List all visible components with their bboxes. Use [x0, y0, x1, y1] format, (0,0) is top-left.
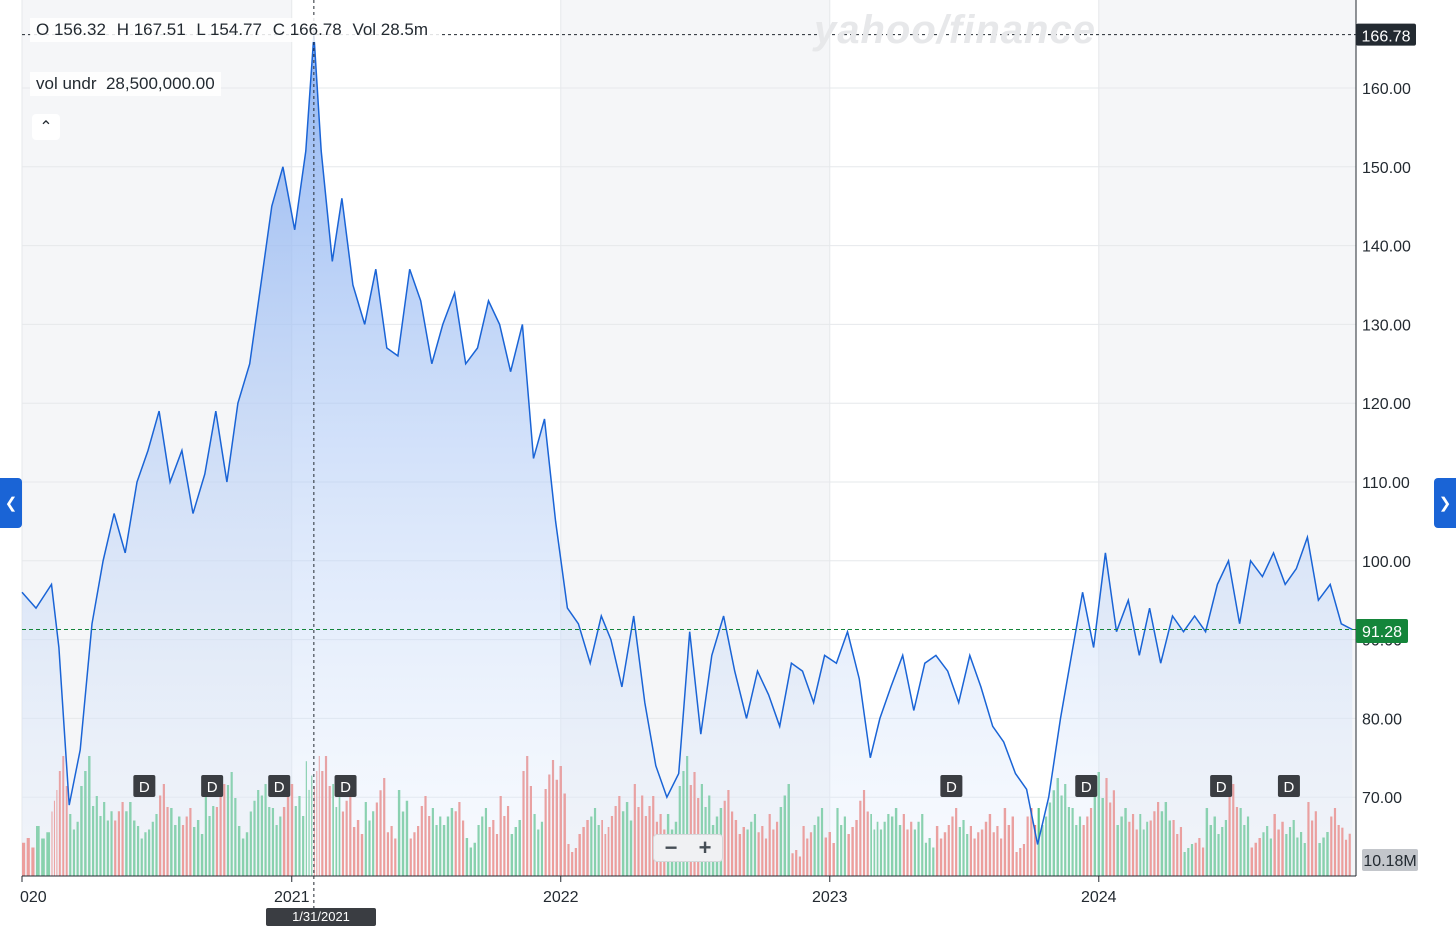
dividend-marker-label: D — [340, 779, 351, 796]
dividend-marker-box — [1277, 775, 1300, 797]
x-tick-label: 2021 — [274, 889, 310, 906]
dividend-marker-label: D — [1216, 779, 1227, 796]
open-value: O 156.32 — [36, 20, 106, 39]
dividend-marker-box — [268, 775, 291, 797]
crosshair-price-label: 166.78 — [1362, 29, 1411, 46]
dividend-marker-label: D — [946, 779, 957, 796]
dividend-marker-label: D — [207, 779, 218, 796]
dividend-marker[interactable]: D — [334, 775, 357, 797]
dividend-marker-box — [334, 775, 357, 797]
volume-indicator-legend: vol undr 28,500,000.00 — [30, 72, 221, 96]
zoom-out-button[interactable]: − — [664, 835, 678, 860]
scroll-right-button[interactable]: ❯ — [1434, 478, 1456, 528]
volume-indicator-name: vol undr — [36, 74, 97, 93]
current-price-label: 91.28 — [1362, 624, 1402, 641]
dividend-marker[interactable]: D — [201, 775, 224, 797]
scroll-left-button[interactable]: ❮ — [0, 478, 22, 528]
volume-value: Vol 28.5m — [352, 20, 429, 39]
y-tick-label: 70.00 — [1362, 790, 1402, 807]
dividend-marker-box — [201, 775, 224, 797]
y-tick-label: 100.00 — [1362, 554, 1411, 571]
close-value: C 166.78 — [272, 20, 342, 39]
price-area-fill — [22, 34, 1353, 876]
alternating-year-bands — [22, 0, 1356, 876]
dividend-marker-box — [940, 775, 963, 797]
dividend-marker-box — [133, 775, 156, 797]
y-axis-ticks: 70.0080.0090.00100.00110.00120.00130.001… — [1362, 81, 1411, 807]
crosshair-price-badge: 166.78 — [1356, 23, 1416, 46]
low-value: L 154.77 — [196, 20, 262, 39]
y-tick-label: 80.00 — [1362, 711, 1402, 728]
y-tick-label: 110.00 — [1362, 475, 1410, 492]
x-tick-label: 2024 — [1081, 889, 1117, 906]
dividend-marker[interactable]: D — [1075, 775, 1098, 797]
price-line — [21, 34, 1353, 845]
x-tick-label: 2022 — [543, 889, 579, 906]
current-price-badge: 91.28 — [1356, 619, 1408, 643]
dividend-marker-box — [1210, 775, 1233, 797]
dividend-marker[interactable]: D — [1210, 775, 1233, 797]
ohlc-legend: O 156.32 H 167.51 L 154.77 C 166.78 Vol … — [30, 18, 441, 42]
dividend-marker[interactable]: D — [133, 775, 156, 797]
crosshair-date-label: 1/31/2021 — [266, 908, 376, 926]
chevron-right-icon: ❯ — [1438, 495, 1452, 512]
x-tick-label: 020 — [20, 889, 47, 906]
dividend-marker-box — [1075, 775, 1098, 797]
chevron-left-icon: ❮ — [4, 495, 18, 512]
dividend-marker-label: D — [139, 779, 150, 796]
dividend-marker-label: D — [1081, 779, 1092, 796]
x-tick-label: 2023 — [812, 889, 848, 906]
y-tick-label: 130.00 — [1362, 317, 1411, 334]
dividend-marker[interactable]: D — [940, 775, 963, 797]
high-value: H 167.51 — [116, 20, 186, 39]
x-axis-ticks: 020 2021 2022 2023 2024 — [20, 876, 1117, 906]
volume-badge: 10.18M — [1362, 849, 1418, 871]
zoom-in-button[interactable]: + — [698, 835, 712, 860]
dividend-marker[interactable]: D — [268, 775, 291, 797]
dividend-marker-label: D — [1284, 779, 1295, 796]
chevron-up-icon: ⌃ — [39, 119, 53, 136]
y-tick-label: 150.00 — [1362, 160, 1411, 177]
dividend-marker-label: D — [274, 779, 285, 796]
zoom-controls: − + — [653, 834, 723, 862]
y-tick-label: 120.00 — [1362, 396, 1411, 413]
y-tick-label: 160.00 — [1362, 81, 1411, 98]
volume-scale-label: 10.18M — [1363, 853, 1416, 870]
dividend-marker[interactable]: D — [1277, 775, 1300, 797]
yahoo-finance-watermark: yahoo/finance — [814, 8, 1096, 52]
volume-indicator-value: 28,500,000.00 — [105, 74, 215, 93]
y-tick-label: 140.00 — [1362, 239, 1411, 256]
collapse-legend-button[interactable]: ⌃ — [32, 114, 60, 140]
